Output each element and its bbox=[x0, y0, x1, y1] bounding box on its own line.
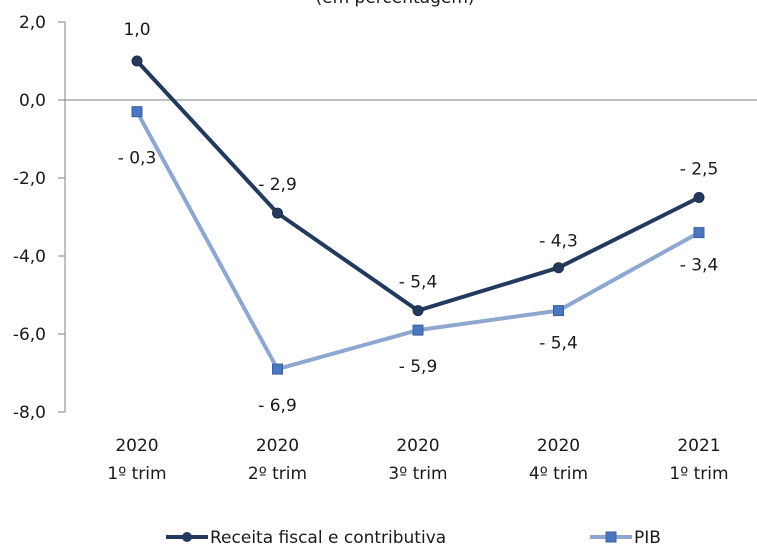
data-label: - 2,5 bbox=[680, 160, 719, 180]
y-tick-label: 0,0 bbox=[19, 91, 46, 111]
data-point bbox=[693, 192, 705, 203]
legend-item-receita: Receita fiscal e contributiva bbox=[166, 528, 446, 548]
data-label: - 0,3 bbox=[118, 149, 157, 169]
x-tick-label-year: 2020 bbox=[396, 436, 439, 456]
data-label: 1,0 bbox=[123, 20, 150, 40]
x-axis-tick-labels: 2020 1º trim 2020 2º trim 2020 3º trim 2020 4º … bbox=[107, 436, 728, 484]
legend: Receita fiscal e contributiva PIB bbox=[166, 528, 661, 548]
y-tick-label: -4,0 bbox=[13, 247, 46, 267]
x-tick-label-quarter: 1º trim bbox=[669, 464, 728, 484]
y-axis-ticks: 2,0 0,0 -2,0 -4,0 -6,0 -8,0 bbox=[13, 13, 65, 423]
data-point bbox=[131, 106, 143, 118]
y-tick-label: -6,0 bbox=[13, 325, 46, 345]
x-tick-label: 2020 2º trim bbox=[248, 436, 307, 484]
x-tick-label-quarter: 2º trim bbox=[248, 464, 307, 484]
data-point bbox=[412, 305, 424, 317]
y-tick-label: -2,0 bbox=[13, 169, 46, 189]
legend-item-pib: PIB bbox=[590, 528, 661, 548]
data-point bbox=[553, 305, 564, 317]
y-tick-label: -8,0 bbox=[13, 403, 46, 423]
legend-marker bbox=[605, 531, 617, 543]
x-tick-label: 2020 1º trim bbox=[107, 436, 166, 484]
y-tick-label: 2,0 bbox=[19, 13, 46, 33]
x-tick-label-quarter: 3º trim bbox=[388, 464, 447, 484]
x-tick-label: 2020 3º trim bbox=[388, 436, 447, 484]
data-point bbox=[272, 207, 283, 219]
legend-label: PIB bbox=[634, 528, 661, 548]
data-point bbox=[272, 363, 283, 375]
data-label: - 4,3 bbox=[539, 232, 578, 252]
x-tick-label-year: 2020 bbox=[537, 436, 580, 456]
x-tick-label: 2020 4º trim bbox=[529, 436, 588, 484]
data-label: - 6,9 bbox=[258, 396, 297, 416]
data-point bbox=[553, 262, 564, 274]
data-label: - 3,4 bbox=[680, 256, 719, 276]
data-point bbox=[131, 55, 143, 67]
data-labels: 1,0 - 2,9 - 5,4 - 4,3 - 2,5 - 0,3 - 6,9 - 5,9 - … bbox=[118, 20, 719, 416]
data-label: - 5,4 bbox=[539, 334, 578, 354]
series-layer bbox=[131, 55, 705, 375]
x-tick-label-year: 2020 bbox=[256, 436, 299, 456]
data-point bbox=[412, 324, 424, 336]
x-tick-label-year: 2021 bbox=[677, 436, 720, 456]
chart-subtitle: (em percentagem) bbox=[315, 0, 474, 8]
x-tick-label: 2021 1º trim bbox=[669, 436, 728, 484]
data-label: - 2,9 bbox=[258, 175, 297, 195]
legend-marker bbox=[182, 532, 192, 542]
x-tick-label-quarter: 4º trim bbox=[529, 464, 588, 484]
legend-label: Receita fiscal e contributiva bbox=[210, 528, 446, 548]
data-point bbox=[693, 227, 705, 239]
x-tick-label-year: 2020 bbox=[115, 436, 158, 456]
data-label: - 5,4 bbox=[399, 273, 438, 293]
x-tick-label-quarter: 1º trim bbox=[107, 464, 166, 484]
data-label: - 5,9 bbox=[399, 357, 438, 377]
